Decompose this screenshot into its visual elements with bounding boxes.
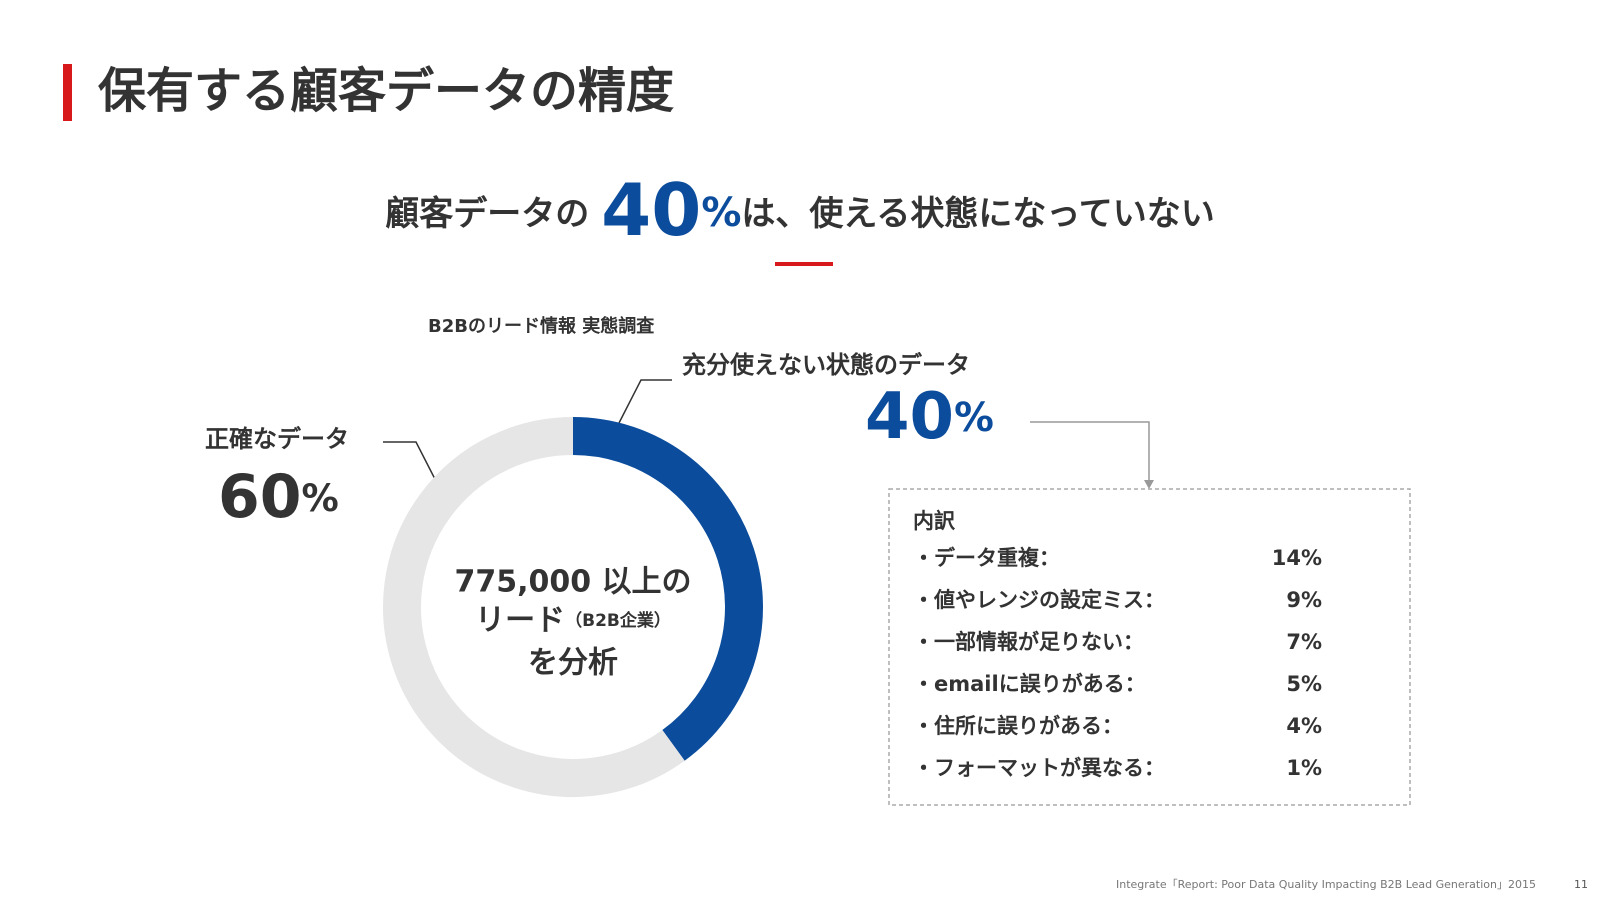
breakdown-value: 5%	[1286, 672, 1322, 696]
category-label: 正確なデータ	[205, 425, 349, 453]
headline: 顧客データの 40%は、使える状態になっていない	[385, 168, 1214, 252]
center-text-part: リード	[475, 603, 565, 638]
center-text: 775,000 以上の	[454, 565, 691, 600]
breakdown-number: 9	[1286, 588, 1301, 612]
arrow-head	[1144, 480, 1154, 489]
breakdown-number: 1	[1286, 756, 1301, 780]
breakdown-number: 14	[1272, 546, 1301, 570]
center-text: リード（B2B企業）	[475, 603, 671, 638]
donut-segment	[572, 417, 763, 761]
breakdown-label: ・emailに誤りがある：	[913, 672, 1146, 696]
center-text-part: （B2B企業）	[565, 610, 671, 631]
value-label: 40%	[865, 380, 994, 454]
value-unit: %	[302, 476, 339, 520]
breakdown-number: 7	[1286, 630, 1301, 654]
breakdown-label: ・値やレンジの設定ミス：	[913, 588, 1165, 612]
donut-segment	[383, 417, 685, 797]
breakdown-label: ・一部情報が足りない：	[913, 630, 1144, 654]
value-number: 60	[218, 462, 302, 532]
breakdown-unit: %	[1301, 672, 1322, 696]
center-text: を分析	[528, 646, 618, 681]
breakdown-unit: %	[1301, 756, 1322, 780]
headline-number: 40	[601, 168, 701, 252]
breakdown-value: 7%	[1286, 630, 1322, 654]
page-number: 11	[1574, 878, 1588, 891]
breakdown-number: 5	[1286, 672, 1301, 696]
breakdown-label: ・データ重複：	[913, 546, 1060, 570]
slide-title: 保有する顧客データの精度	[98, 63, 674, 119]
headline-suffix: は、使える状態になっていない	[741, 194, 1214, 234]
connector-arrow	[1030, 421, 1150, 484]
category-label: 充分使えない状態のデータ	[682, 351, 970, 379]
breakdown-label: ・住所に誤りがある：	[913, 714, 1123, 738]
leader-line	[618, 379, 672, 424]
value-unit: %	[954, 395, 994, 441]
breakdown-unit: %	[1301, 588, 1322, 612]
breakdown-value: 14%	[1272, 546, 1322, 570]
breakdown-value: 9%	[1286, 588, 1322, 612]
headline-unit: %	[701, 190, 741, 236]
source: Integrate「Report: Poor Data Quality Impa…	[1116, 878, 1536, 891]
breakdown-unit: %	[1301, 714, 1322, 738]
breakdown-unit: %	[1301, 546, 1322, 570]
breakdown-number: 4	[1286, 714, 1301, 738]
breakdown-value: 4%	[1286, 714, 1322, 738]
value-number: 40	[865, 380, 954, 454]
leader-line	[383, 441, 439, 486]
breakdown-title: 内訳	[913, 509, 956, 533]
title-accent	[63, 64, 72, 121]
breakdown-box	[888, 488, 1411, 806]
breakdown-unit: %	[1301, 630, 1322, 654]
value-label: 60%	[218, 462, 339, 532]
breakdown-value: 1%	[1286, 756, 1322, 780]
headline-prefix: 顧客データの	[385, 194, 601, 234]
breakdown-label: ・フォーマットが異なる：	[913, 756, 1165, 780]
chart-subtitle: B2Bのリード情報 実態調査	[428, 315, 654, 337]
